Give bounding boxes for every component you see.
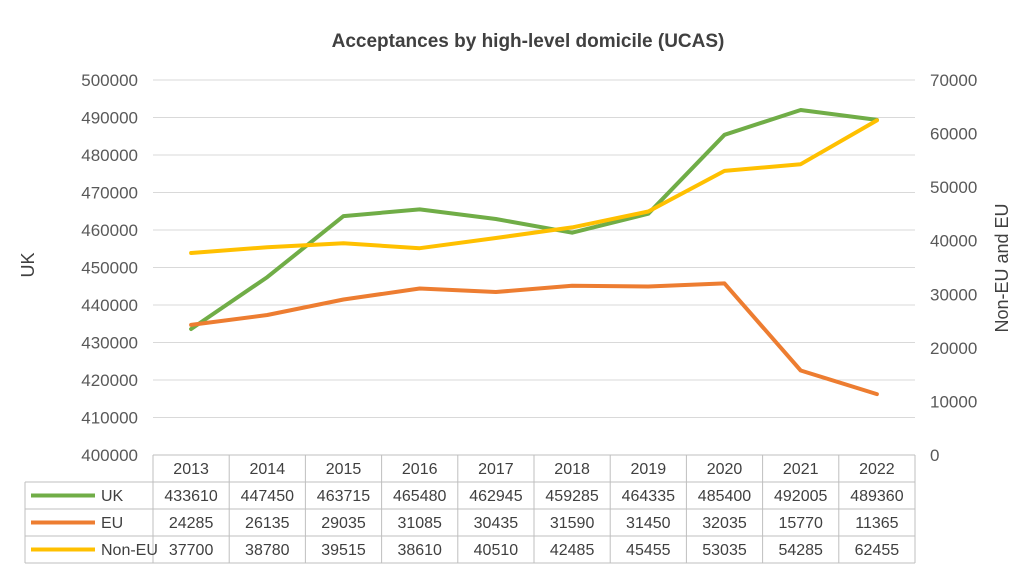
y2-tick-label: 60000	[930, 125, 977, 144]
table-header-cell: 2019	[631, 461, 667, 478]
table-cell: 62455	[855, 542, 900, 559]
table-cell: 53035	[702, 542, 747, 559]
y2-tick-label: 10000	[930, 392, 977, 411]
y-tick-label: 410000	[81, 409, 138, 428]
y-axis-ticks: 400000 410000 420000 430000 440000 450000 4600…	[81, 71, 138, 465]
table-cell: 31085	[397, 515, 442, 532]
table-cell: 465480	[393, 488, 446, 505]
table-cell: 492005	[774, 488, 827, 505]
data-table: 2013 2014 2015 2016 2017 2018 2019 2020 2021 2022…	[24, 454, 916, 564]
y2-tick-label: 50000	[930, 178, 977, 197]
table-header-cell: 2014	[250, 461, 286, 478]
y-tick-label: 430000	[81, 334, 138, 353]
y-tick-label: 460000	[81, 221, 138, 240]
y-tick-label: 500000	[81, 71, 138, 90]
table-header-cell: 2018	[554, 461, 590, 478]
table-header-cell: 2016	[402, 461, 438, 478]
table-cell: 459285	[545, 488, 598, 505]
legend-label: EU	[101, 515, 123, 532]
y-tick-label: 440000	[81, 296, 138, 315]
table-cell: 39515	[321, 542, 366, 559]
table-cell: 462945	[469, 488, 522, 505]
table-header-cell: 2022	[859, 461, 895, 478]
y2-axis-title: Non-EU and EU	[992, 203, 1012, 332]
table-header-cell: 2017	[478, 461, 514, 478]
table-cell: 15770	[778, 515, 823, 532]
y-tick-label: 470000	[81, 184, 138, 203]
table-cell: 31590	[550, 515, 595, 532]
table-cell: 32035	[702, 515, 747, 532]
table-header-cell: 2013	[173, 461, 209, 478]
y-tick-label: 420000	[81, 371, 138, 390]
table-header-cell: 2021	[783, 461, 819, 478]
y2-tick-label: 0	[930, 446, 939, 465]
table-cell: 447450	[241, 488, 294, 505]
table-cell: 24285	[169, 515, 214, 532]
gridlines	[153, 79, 915, 418]
table-cell: 463715	[317, 488, 370, 505]
table-header-cell: 2015	[326, 461, 362, 478]
legend-label: UK	[101, 488, 124, 505]
y2-tick-label: 20000	[930, 339, 977, 358]
y-tick-label: 490000	[81, 109, 138, 128]
series-line-non-eu	[189, 118, 879, 255]
table-cell: 464335	[622, 488, 675, 505]
y-tick-label: 480000	[81, 146, 138, 165]
series-line-uk	[189, 108, 879, 331]
y-tick-label: 400000	[81, 446, 138, 465]
y2-tick-label: 40000	[930, 232, 977, 251]
y2-axis-ticks: 0 10000 20000 30000 40000 50000 60000 70000	[930, 71, 977, 465]
table-cell: 31450	[626, 515, 671, 532]
table-cell: 37700	[169, 542, 214, 559]
table-cell: 489360	[850, 488, 903, 505]
table-cell: 38610	[397, 542, 442, 559]
table-cell: 29035	[321, 515, 366, 532]
table-cell: 26135	[245, 515, 290, 532]
series-lines	[189, 108, 879, 397]
table-header-cell: 2020	[707, 461, 743, 478]
y2-tick-label: 70000	[930, 71, 977, 90]
table-cell: 433610	[164, 488, 217, 505]
y-axis-title: UK	[18, 252, 38, 277]
chart-title: Acceptances by high-level domicile (UCAS…	[332, 31, 725, 52]
table-cell: 38780	[245, 542, 290, 559]
table-cell: 40510	[474, 542, 519, 559]
y-tick-label: 450000	[81, 259, 138, 278]
table-cell: 11365	[855, 515, 898, 532]
table-cell: 45455	[626, 542, 671, 559]
table-cell: 42485	[550, 542, 595, 559]
table-cell: 30435	[474, 515, 519, 532]
legend-label: Non-EU	[101, 542, 158, 559]
series-line-eu	[189, 281, 879, 397]
table-cell: 485400	[698, 488, 751, 505]
table-cell: 54285	[778, 542, 823, 559]
y2-tick-label: 30000	[930, 285, 977, 304]
